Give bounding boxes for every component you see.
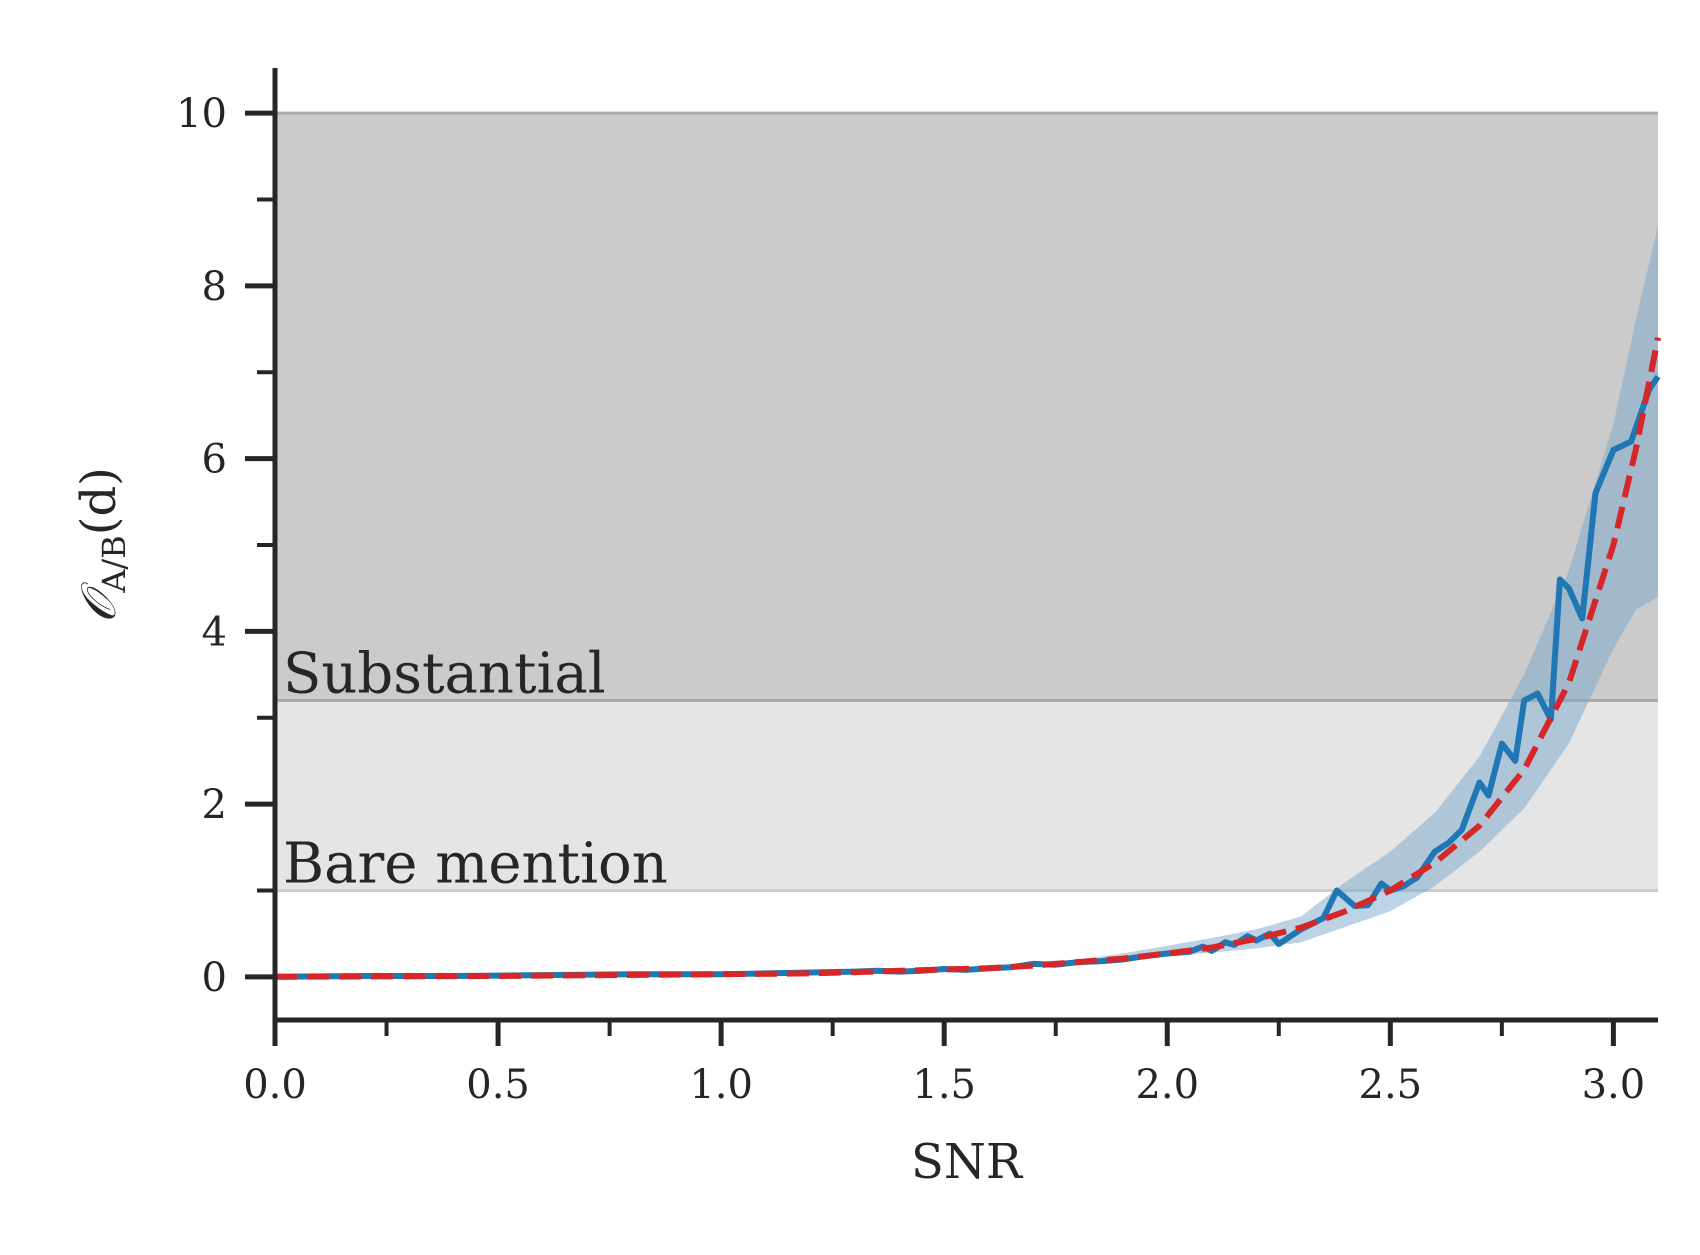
region-labels-layer: Bare mention Substantial (283, 641, 668, 896)
ticks-layer: 0.0 0.5 1.0 1.5 2.0 2.5 3.0 0 2 4 6 8 10 (176, 91, 1645, 1108)
y-axis-title-subscript: A/B (95, 535, 133, 593)
y-tick-label-0: 0 (202, 955, 227, 1001)
x-tick-label-1: 0.5 (466, 1062, 530, 1108)
y-tick-label-3: 6 (202, 437, 227, 483)
y-tick-label-5: 10 (176, 91, 227, 137)
uncertainty-band (1033, 225, 1658, 964)
series-layer (274, 337, 1661, 980)
x-axis-title: SNR (911, 1134, 1024, 1190)
x-tick-label-6: 3.0 (1582, 1062, 1646, 1108)
y-tick-label-2: 4 (202, 609, 227, 655)
x-tick-label-4: 2.0 (1135, 1062, 1199, 1108)
series-line-1 (274, 337, 1661, 980)
band-layer (1033, 225, 1658, 964)
x-tick-label-5: 2.5 (1359, 1062, 1423, 1108)
x-tick-label-3: 1.5 (912, 1062, 976, 1108)
y-tick-label-4: 8 (202, 264, 227, 310)
region-label-1: Substantial (283, 641, 606, 706)
region-label-0: Bare mention (283, 831, 668, 896)
x-tick-label-0: 0.0 (243, 1062, 307, 1108)
region-1 (275, 113, 1658, 701)
x-tick-label-2: 1.0 (689, 1062, 753, 1108)
y-axis-title-argument: (d) (71, 467, 127, 535)
y-axis-title: 𝒪A/B(d) (71, 467, 133, 623)
regions-layer (275, 111, 1658, 892)
y-tick-label-1: 2 (202, 782, 227, 828)
